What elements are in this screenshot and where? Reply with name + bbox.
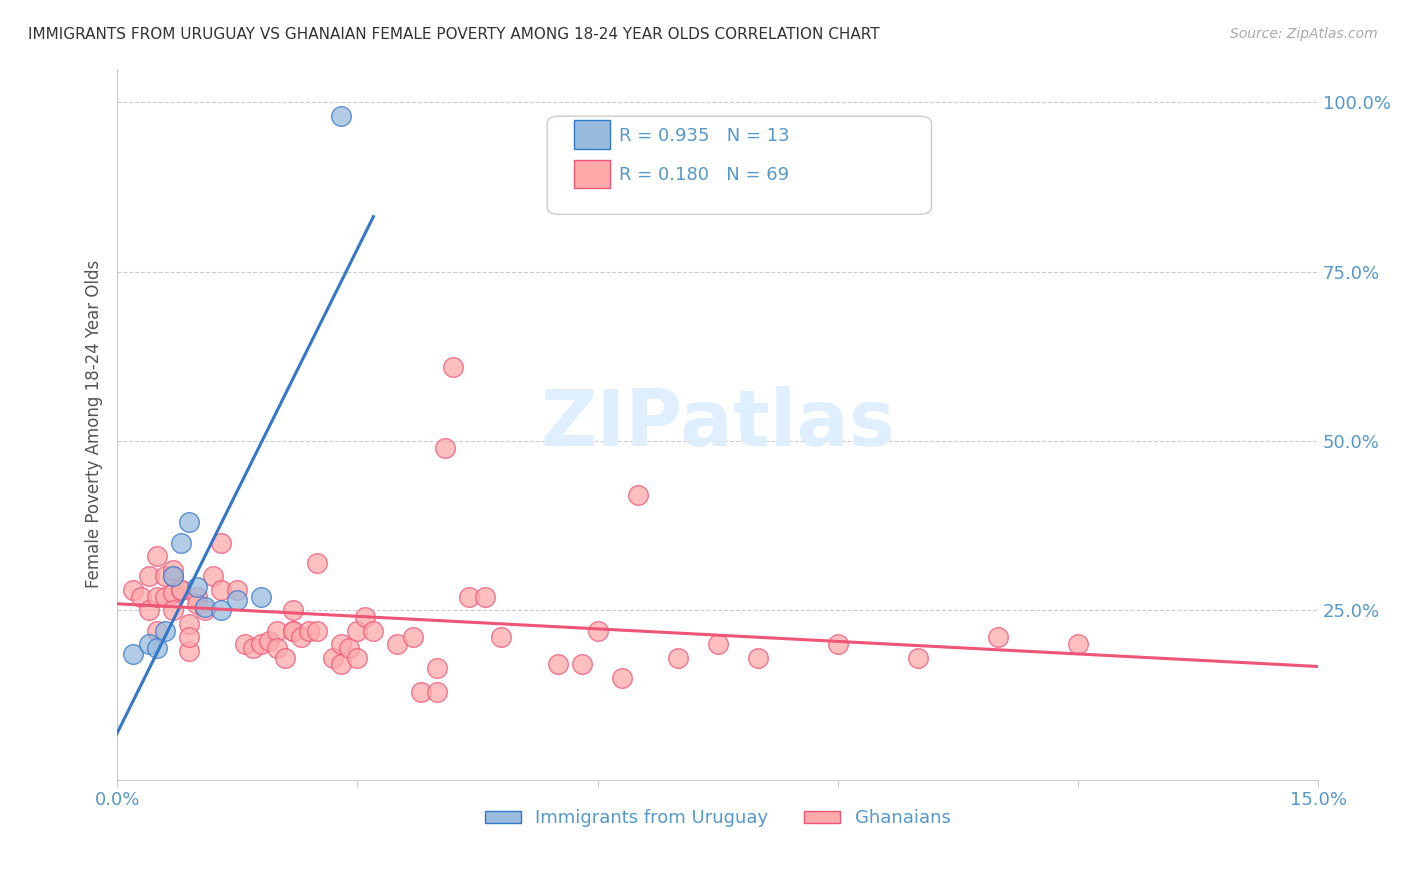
Point (330, 657, 353, 672)
Text: R = 0.935   N = 13: R = 0.935 N = 13 (619, 127, 790, 145)
Point (209, 603, 232, 617)
Point (186, 590, 208, 604)
FancyBboxPatch shape (574, 160, 610, 188)
Point (426, 661, 449, 675)
Point (122, 648, 145, 662)
Point (170, 582, 193, 597)
Point (170, 582, 193, 597)
Text: ZIPatlas: ZIPatlas (540, 386, 896, 462)
Point (706, 637, 728, 651)
Point (179, 644, 201, 658)
Point (138, 603, 160, 617)
Point (354, 610, 377, 624)
Point (987, 631, 1010, 645)
Point (209, 582, 232, 597)
Point (162, 603, 184, 617)
Point (346, 650, 368, 665)
Point (387, 637, 409, 651)
Legend: Immigrants from Uruguay, Ghanaians: Immigrants from Uruguay, Ghanaians (477, 802, 957, 835)
Point (250, 637, 273, 651)
Point (283, 603, 305, 617)
Text: IMMIGRANTS FROM URUGUAY VS GHANAIAN FEMALE POVERTY AMONG 18-24 YEAR OLDS CORRELA: IMMIGRANTS FROM URUGUAY VS GHANAIAN FEMA… (28, 27, 880, 42)
Point (129, 590, 152, 604)
Point (626, 488, 648, 502)
Point (346, 624, 368, 638)
Point (458, 590, 481, 604)
Point (547, 657, 569, 672)
Point (122, 582, 145, 597)
Text: Source: ZipAtlas.com: Source: ZipAtlas.com (1230, 27, 1378, 41)
Point (186, 580, 208, 594)
Point (571, 657, 593, 672)
Point (202, 569, 225, 583)
Point (330, 637, 353, 651)
Point (162, 586, 184, 600)
Point (170, 535, 193, 549)
FancyBboxPatch shape (574, 120, 610, 149)
Text: R = 0.180   N = 69: R = 0.180 N = 69 (619, 166, 789, 184)
Point (194, 603, 217, 617)
Point (307, 624, 329, 638)
Point (179, 616, 201, 631)
Point (747, 650, 769, 665)
Point (242, 640, 264, 655)
Point (138, 569, 160, 583)
Point (155, 590, 177, 604)
FancyBboxPatch shape (547, 116, 931, 214)
Point (155, 569, 177, 583)
Point (491, 631, 513, 645)
Point (194, 599, 217, 614)
Point (827, 637, 849, 651)
Point (146, 640, 169, 655)
Point (209, 535, 232, 549)
Point (298, 624, 321, 638)
Point (146, 549, 169, 563)
Point (162, 569, 184, 583)
Point (586, 624, 609, 638)
Point (266, 640, 288, 655)
Point (138, 637, 160, 651)
Point (250, 590, 273, 604)
Point (162, 569, 184, 583)
Point (155, 624, 177, 638)
Point (162, 563, 184, 577)
Point (283, 624, 305, 638)
Point (226, 593, 249, 607)
Point (907, 650, 929, 665)
Point (259, 633, 281, 648)
Point (337, 640, 360, 655)
Point (226, 582, 249, 597)
Point (434, 441, 457, 455)
Point (363, 624, 385, 638)
Point (330, 109, 353, 123)
Point (146, 590, 169, 604)
Point (474, 590, 496, 604)
Point (1067, 637, 1090, 651)
Point (411, 684, 433, 698)
Point (666, 650, 689, 665)
Point (322, 650, 344, 665)
Point (290, 631, 312, 645)
Point (179, 515, 201, 529)
Point (443, 359, 465, 374)
Point (426, 684, 449, 698)
Point (179, 631, 201, 645)
Point (307, 556, 329, 570)
Point (402, 631, 425, 645)
Y-axis label: Female Poverty Among 18-24 Year Olds: Female Poverty Among 18-24 Year Olds (86, 260, 103, 588)
Point (283, 624, 305, 638)
Point (186, 597, 208, 611)
Point (146, 624, 169, 638)
Point (274, 650, 297, 665)
Point (266, 624, 288, 638)
Point (610, 671, 633, 685)
Point (233, 637, 256, 651)
